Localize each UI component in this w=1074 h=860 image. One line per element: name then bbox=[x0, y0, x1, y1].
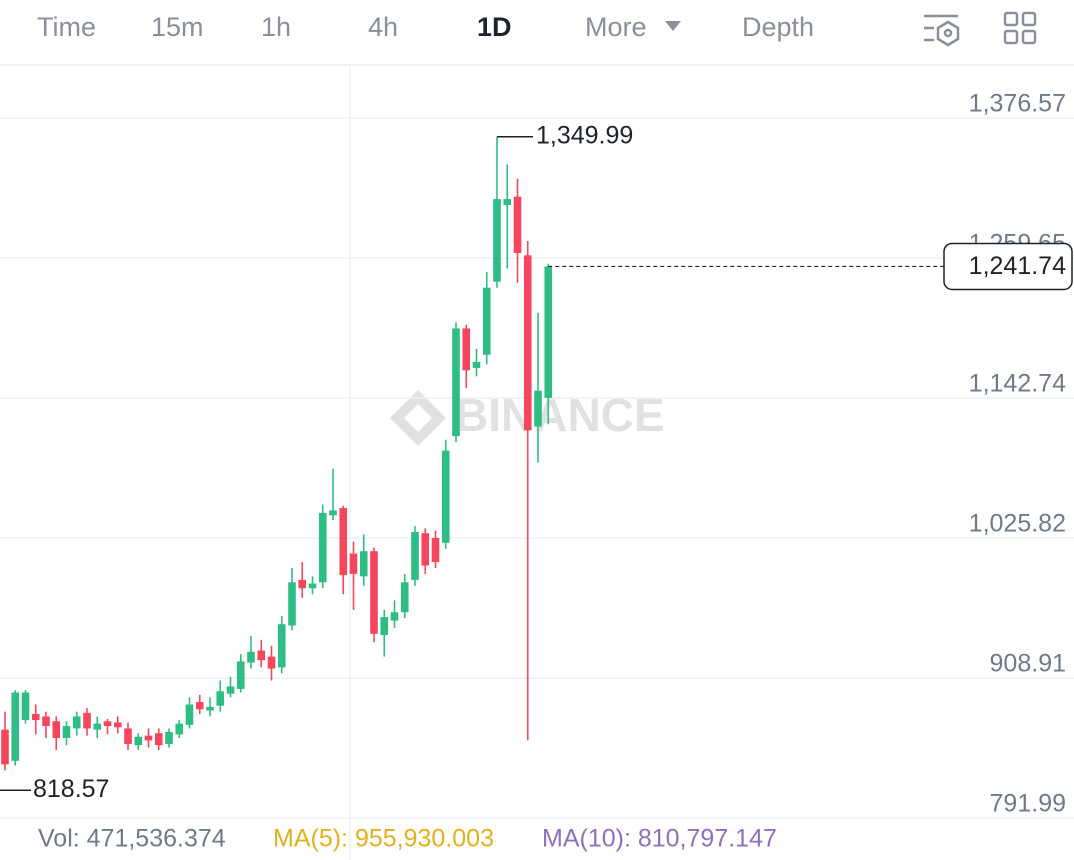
candle-body bbox=[523, 255, 532, 431]
candle-body bbox=[380, 617, 389, 636]
candle-body bbox=[318, 512, 327, 583]
candle-body bbox=[349, 553, 358, 574]
candle-body bbox=[247, 651, 255, 663]
low-label: 818.57 bbox=[33, 775, 109, 803]
y-tick-label: 1,142.74 bbox=[969, 370, 1066, 398]
candle-body bbox=[411, 532, 419, 580]
candle-body bbox=[359, 551, 368, 577]
tab[interactable]: More bbox=[585, 12, 647, 42]
candle-body bbox=[462, 328, 471, 371]
candle-body bbox=[72, 716, 81, 729]
candle-body bbox=[134, 736, 143, 746]
ma5-label: MA(5): 955,930.003 bbox=[273, 825, 494, 853]
candle-body bbox=[83, 712, 91, 729]
candle-body bbox=[370, 551, 378, 634]
candle-body bbox=[277, 624, 286, 668]
candle-body bbox=[298, 579, 307, 589]
candle-body bbox=[124, 728, 132, 745]
candle-body bbox=[93, 723, 102, 730]
candle-body bbox=[165, 732, 173, 745]
candle-body bbox=[52, 721, 61, 739]
watermark-text: BINANCE bbox=[455, 389, 665, 441]
tab[interactable]: Time bbox=[37, 12, 96, 42]
candle-body bbox=[493, 199, 501, 282]
settings-icon[interactable] bbox=[924, 14, 960, 47]
candle-body bbox=[175, 723, 184, 735]
candle-body bbox=[503, 199, 512, 206]
y-tick-label: 908.91 bbox=[990, 650, 1066, 678]
candle-body bbox=[144, 735, 153, 741]
current-price-box bbox=[943, 242, 1073, 291]
candle-body bbox=[42, 716, 50, 727]
candle-body bbox=[472, 361, 481, 368]
tab[interactable]: 4h bbox=[368, 12, 398, 42]
candle-body bbox=[216, 691, 225, 706]
layout-icon[interactable] bbox=[1003, 11, 1037, 45]
tab[interactable]: Depth bbox=[742, 12, 814, 42]
candle-body bbox=[103, 721, 112, 727]
candle-body bbox=[421, 533, 430, 566]
candle-body bbox=[236, 661, 245, 689]
candle-body bbox=[113, 722, 122, 728]
candle-body bbox=[544, 266, 553, 398]
dropdown-arrow bbox=[665, 21, 681, 31]
candle-body bbox=[195, 702, 204, 710]
candle-body bbox=[288, 582, 296, 626]
candle-body bbox=[513, 196, 522, 253]
y-tick-label: 1,025.82 bbox=[969, 510, 1066, 538]
candle-body bbox=[257, 650, 266, 661]
candle-body bbox=[308, 583, 317, 589]
tab-active[interactable]: 1D bbox=[477, 12, 512, 42]
candle-body bbox=[482, 287, 491, 355]
current-price-label: 1,241.74 bbox=[969, 252, 1066, 280]
candle-body bbox=[21, 692, 30, 721]
candle-body bbox=[154, 733, 163, 746]
candle-body bbox=[206, 706, 214, 711]
candle-body bbox=[534, 390, 542, 427]
volume-label: Vol: 471,536.374 bbox=[38, 825, 226, 853]
candle-body bbox=[226, 686, 235, 694]
candle-body bbox=[400, 582, 409, 613]
candle-body bbox=[329, 510, 337, 516]
candle-body bbox=[11, 692, 20, 761]
candle-body bbox=[390, 612, 399, 621]
tab[interactable]: 1h bbox=[261, 12, 291, 42]
candle-body bbox=[62, 726, 71, 739]
candle-body bbox=[431, 538, 440, 562]
y-tick-label: 1,376.57 bbox=[969, 90, 1066, 118]
ma10-label: MA(10): 810,797.147 bbox=[542, 825, 777, 853]
candle-body bbox=[339, 508, 348, 576]
candle-body bbox=[441, 450, 450, 543]
candle-body bbox=[267, 656, 276, 669]
y-tick-label: 791.99 bbox=[990, 790, 1066, 818]
candle-body bbox=[1, 729, 9, 765]
candle-body bbox=[452, 328, 460, 437]
candle-body bbox=[185, 704, 194, 725]
candle-body bbox=[31, 714, 40, 721]
high-label: 1,349.99 bbox=[536, 121, 633, 149]
tab[interactable]: 15m bbox=[151, 12, 204, 42]
